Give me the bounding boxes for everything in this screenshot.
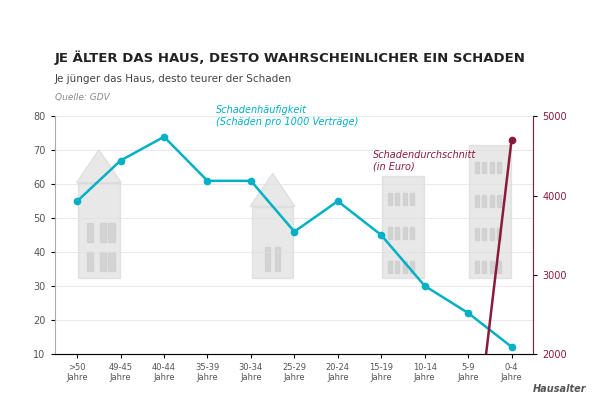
Bar <box>482 161 486 173</box>
Bar <box>490 261 494 273</box>
Bar <box>100 223 106 242</box>
Bar <box>482 261 486 273</box>
Bar <box>482 195 486 207</box>
Bar <box>108 252 115 270</box>
Bar <box>100 252 106 270</box>
Text: Je jünger das Haus, desto teurer der Schaden: Je jünger das Haus, desto teurer der Sch… <box>55 74 292 84</box>
Bar <box>497 228 501 240</box>
Bar <box>251 207 293 278</box>
Bar <box>395 227 399 239</box>
Text: JE ÄLTER DAS HAUS, DESTO WAHRSCHEINLICHER EIN SCHADEN: JE ÄLTER DAS HAUS, DESTO WAHRSCHEINLICHE… <box>55 50 525 64</box>
Text: Hausalter: Hausalter <box>533 384 587 394</box>
Bar <box>403 193 407 205</box>
Bar <box>490 161 494 173</box>
Bar <box>410 193 415 205</box>
Bar <box>388 193 391 205</box>
Bar <box>474 228 479 240</box>
Bar <box>490 228 494 240</box>
Bar <box>395 193 399 205</box>
Bar <box>474 261 479 273</box>
Bar <box>410 261 415 273</box>
Bar <box>474 161 479 173</box>
Bar <box>395 261 399 273</box>
Bar <box>497 261 501 273</box>
Bar <box>87 223 93 242</box>
Polygon shape <box>250 173 295 207</box>
Bar <box>78 183 120 278</box>
Bar <box>388 261 391 273</box>
Bar <box>490 195 494 207</box>
Bar <box>275 247 280 270</box>
Bar <box>474 195 479 207</box>
Text: Schadendurchschnitt
(in Euro): Schadendurchschnitt (in Euro) <box>373 150 476 172</box>
Bar <box>497 195 501 207</box>
Bar <box>388 227 391 239</box>
Bar <box>497 161 501 173</box>
Bar <box>265 247 270 270</box>
Text: Quelle: GDV: Quelle: GDV <box>55 93 109 102</box>
Bar <box>469 145 511 278</box>
Bar <box>403 227 407 239</box>
Bar <box>482 228 486 240</box>
Bar <box>410 227 415 239</box>
Text: Schadenhäufigkeit
(Schäden pro 1000 Verträge): Schadenhäufigkeit (Schäden pro 1000 Vert… <box>216 105 359 126</box>
Bar <box>87 252 93 270</box>
Polygon shape <box>76 150 121 183</box>
Bar <box>403 261 407 273</box>
Bar <box>108 223 115 242</box>
Bar <box>382 176 424 278</box>
